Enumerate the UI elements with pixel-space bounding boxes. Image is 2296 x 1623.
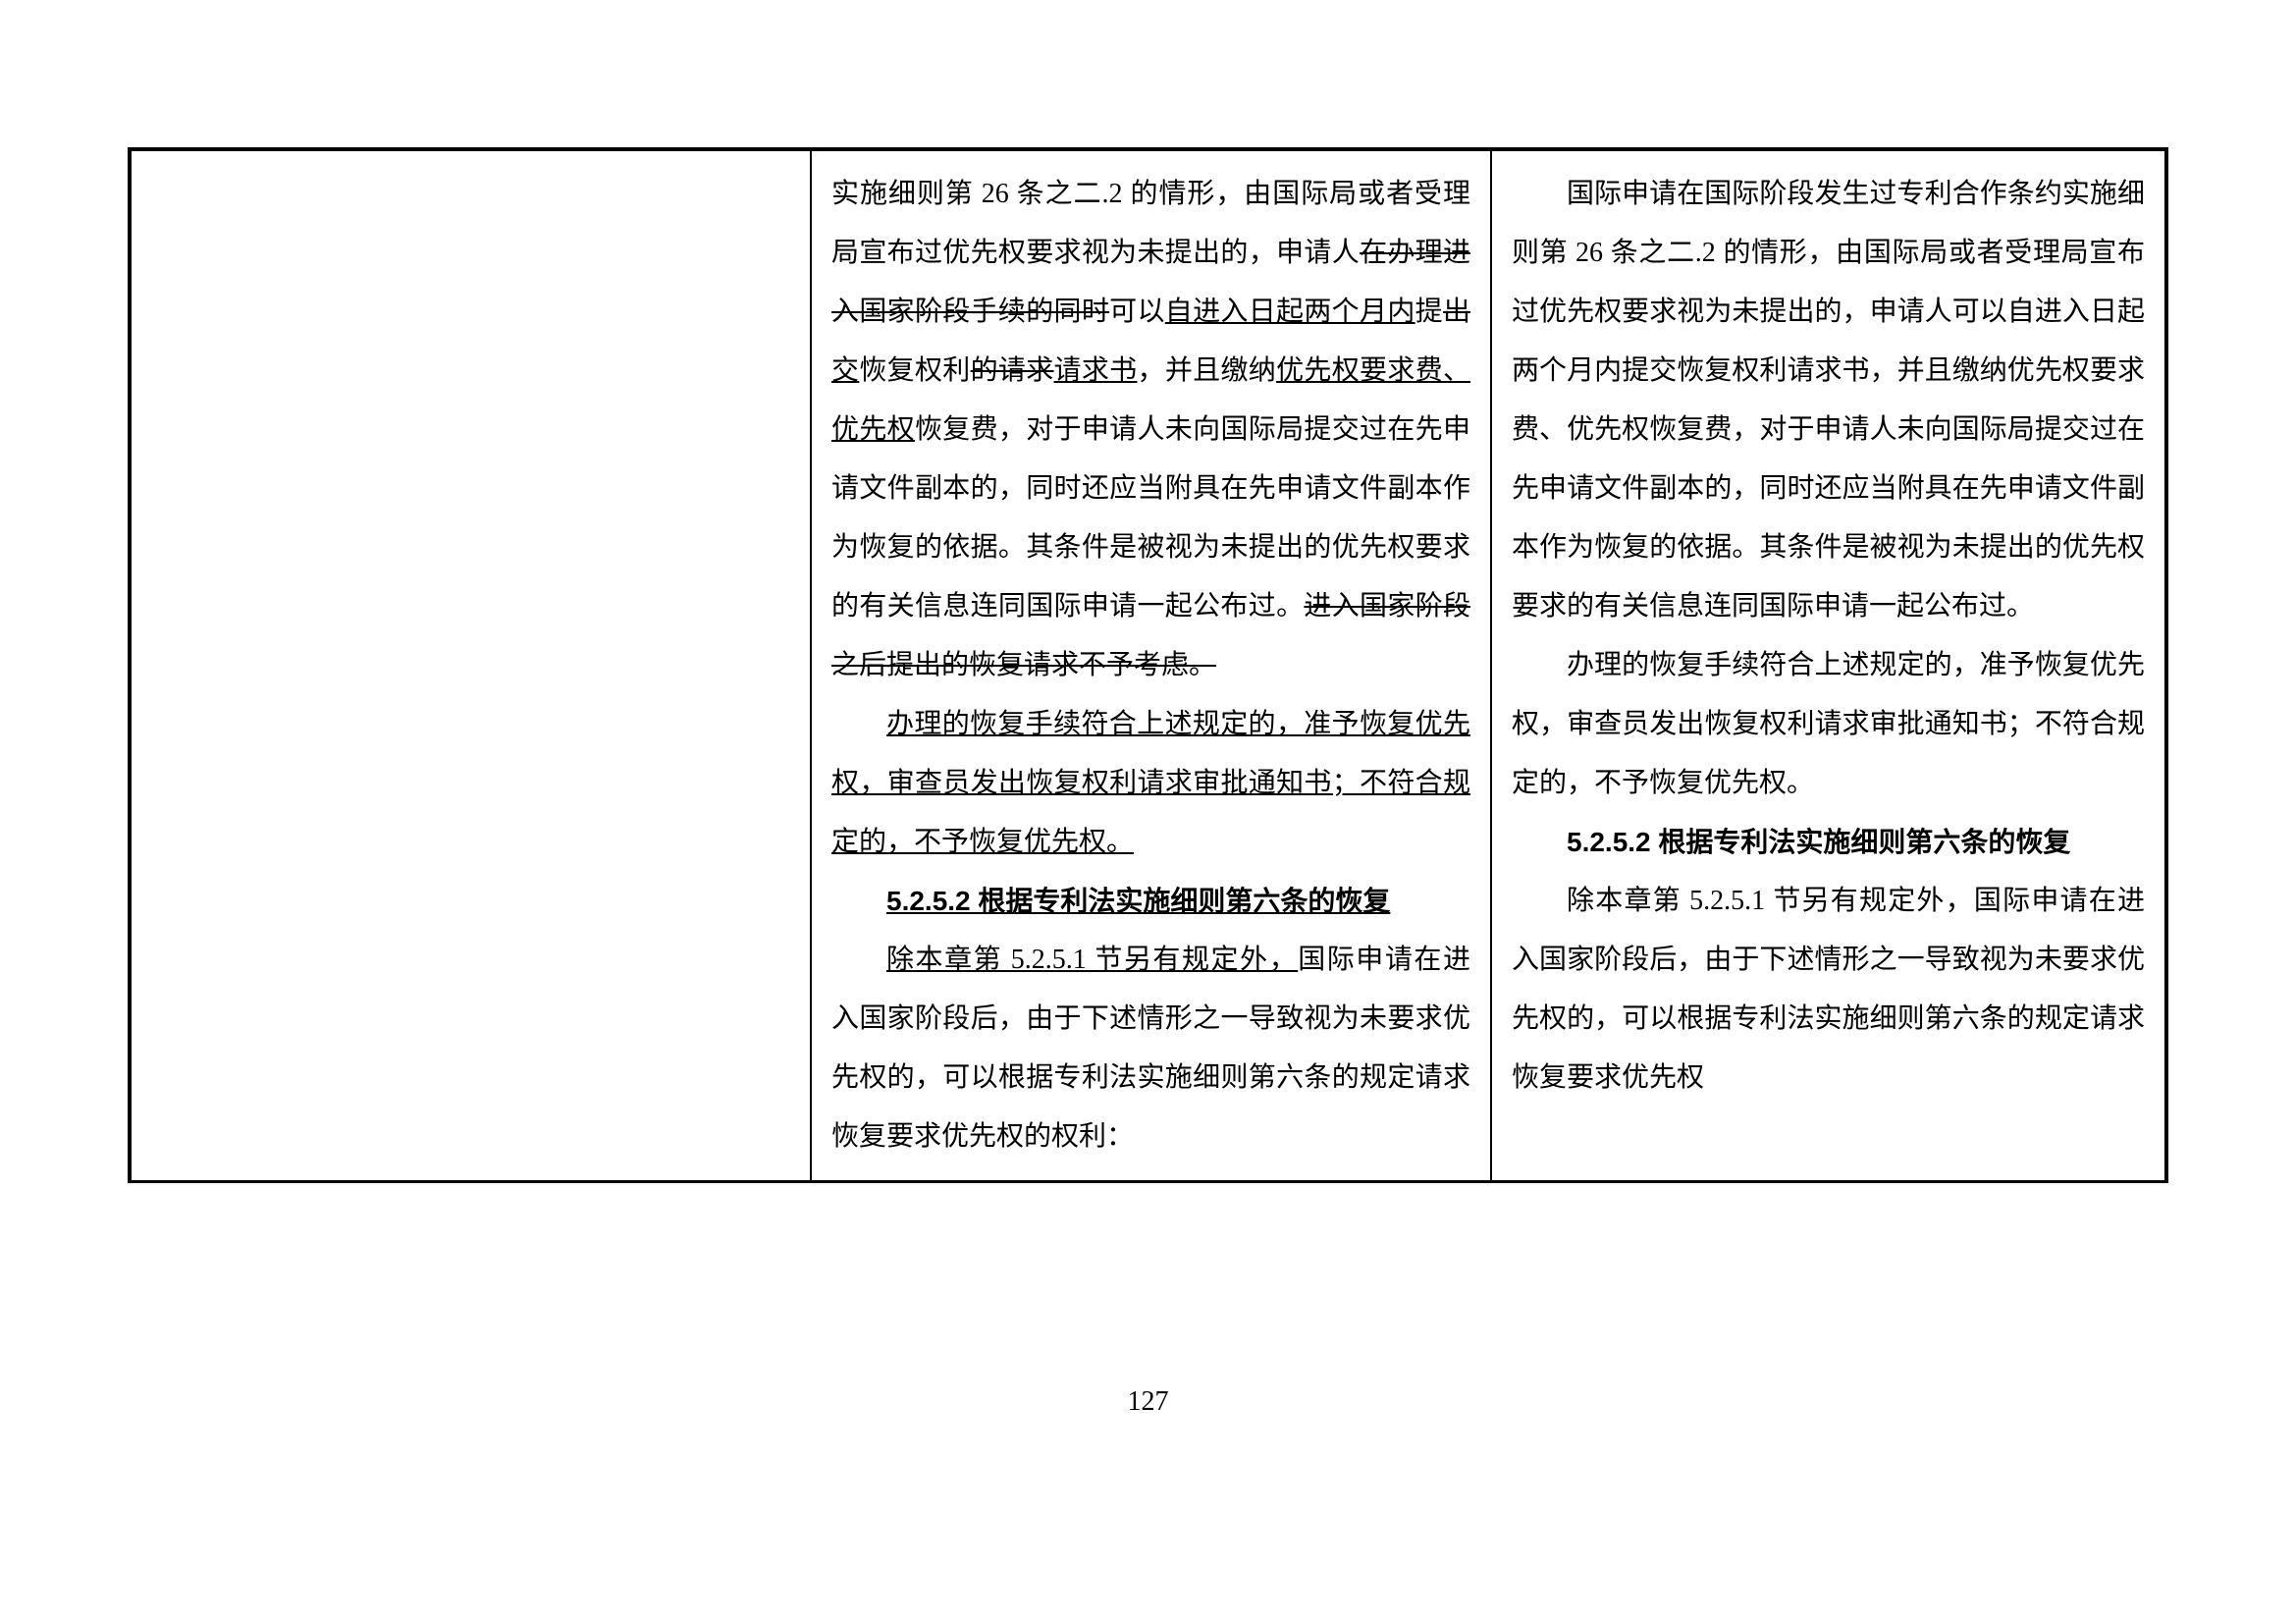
cell-clean-revision: 国际申请在国际阶段发生过专利合作条约实施细则第 26 条之二.2 的情形，由国际…: [1492, 151, 2164, 1180]
col3-p3: 除本章第 5.2.5.1 节另有规定外，国际申请在进入国家阶段后，由于下述情形之…: [1512, 872, 2145, 1108]
col2-p2: 办理的恢复手续符合上述规定的，准予恢复优先权，审查员发出恢复权利请求审批通知书；…: [831, 695, 1470, 872]
comparison-table: 实施细则第 26 条之二.2 的情形，由国际局或者受理局宣布过优先权要求视为未提…: [128, 147, 2168, 1183]
cell-original: [132, 151, 812, 1180]
col3-p1: 国际申请在国际阶段发生过专利合作条约实施细则第 26 条之二.2 的情形，由国际…: [1512, 165, 2145, 636]
table-row: 实施细则第 26 条之二.2 的情形，由国际局或者受理局宣布过优先权要求视为未提…: [132, 151, 2164, 1180]
page: 实施细则第 26 条之二.2 的情形，由国际局或者受理局宣布过优先权要求视为未提…: [0, 0, 2296, 1623]
cell-marked-revision: 实施细则第 26 条之二.2 的情形，由国际局或者受理局宣布过优先权要求视为未提…: [812, 151, 1492, 1180]
col2-p3: 除本章第 5.2.5.1 节另有规定外，国际申请在进入国家阶段后，由于下述情形之…: [831, 931, 1470, 1166]
col2-heading: 5.2.5.2 根据专利法实施细则第六条的恢复: [831, 872, 1470, 931]
col3-p2: 办理的恢复手续符合上述规定的，准予恢复优先权，审查员发出恢复权利请求审批通知书；…: [1512, 636, 2145, 813]
col3-heading: 5.2.5.2 根据专利法实施细则第六条的恢复: [1512, 813, 2145, 872]
page-number: 127: [0, 1386, 2296, 1418]
col2-p1: 实施细则第 26 条之二.2 的情形，由国际局或者受理局宣布过优先权要求视为未提…: [831, 165, 1470, 695]
